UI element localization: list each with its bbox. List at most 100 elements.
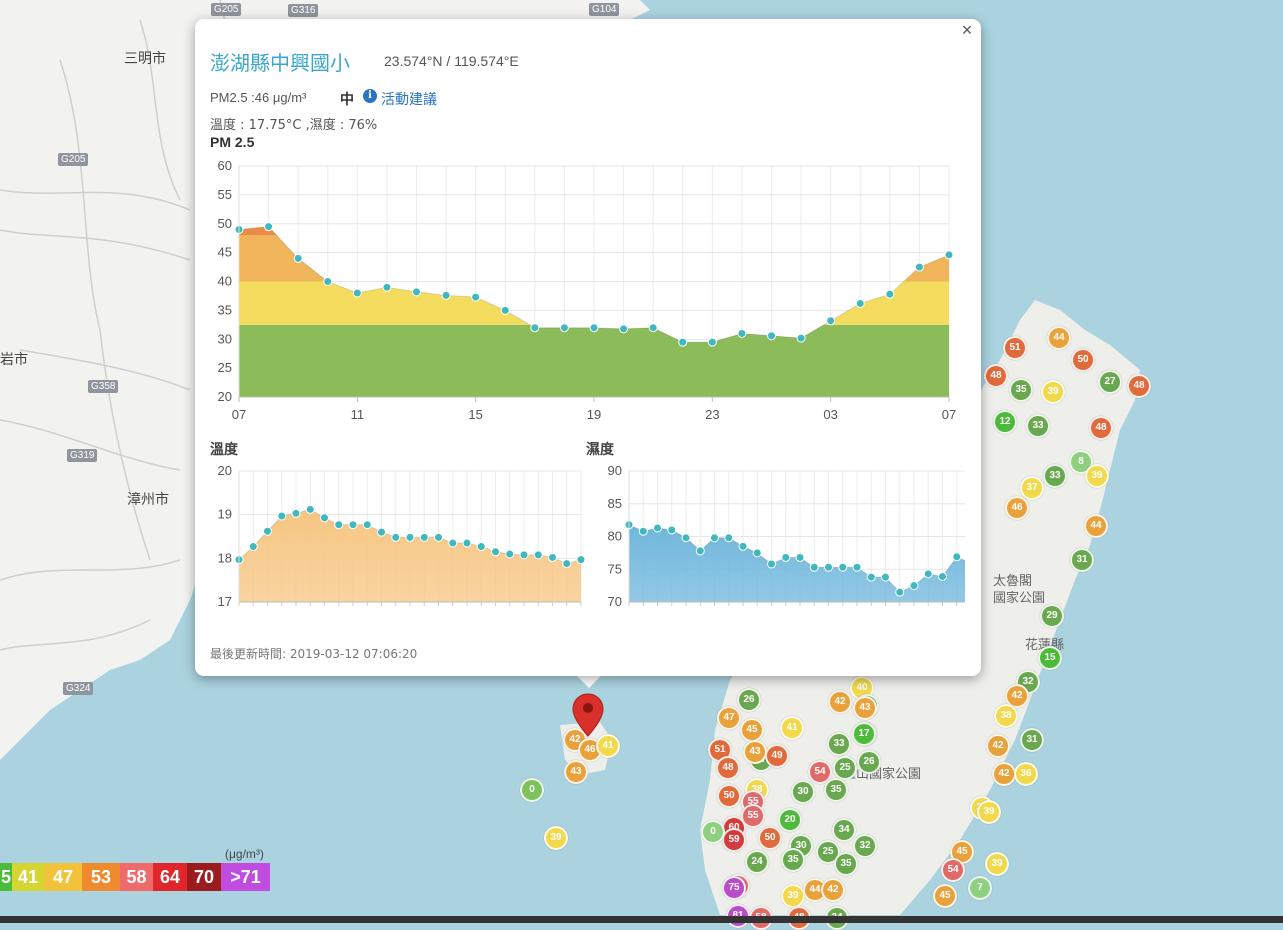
- station-marker[interactable]: 59: [722, 828, 746, 852]
- station-marker[interactable]: 45: [740, 718, 764, 742]
- y-tick-label: 55: [218, 187, 232, 202]
- data-point: [796, 333, 806, 343]
- data-point: [826, 316, 836, 326]
- station-marker[interactable]: 44: [1047, 326, 1071, 350]
- data-point: [391, 532, 401, 542]
- station-marker[interactable]: 17: [852, 722, 876, 746]
- station-marker[interactable]: 42: [828, 690, 852, 714]
- station-marker[interactable]: 51: [1003, 336, 1027, 360]
- station-marker[interactable]: 39: [781, 884, 805, 908]
- station-marker[interactable]: 30: [791, 780, 815, 804]
- station-marker[interactable]: 15: [1038, 646, 1062, 670]
- data-point: [824, 562, 833, 572]
- location-pin-icon[interactable]: [571, 692, 605, 738]
- station-marker[interactable]: 46: [1005, 496, 1029, 520]
- station-marker[interactable]: 27: [1098, 370, 1122, 394]
- y-tick-label: 25: [218, 360, 232, 375]
- info-icon[interactable]: i: [363, 89, 377, 103]
- station-marker[interactable]: 42: [1005, 684, 1029, 708]
- station-marker[interactable]: 31: [1070, 548, 1094, 572]
- data-point: [291, 508, 301, 518]
- station-marker[interactable]: 42: [821, 878, 845, 902]
- station-marker[interactable]: 12: [993, 410, 1017, 434]
- legend-unit: (μg/m³): [225, 847, 264, 861]
- station-marker[interactable]: 31: [1020, 728, 1044, 752]
- data-point: [263, 526, 272, 536]
- city-label-zhangzhou: 漳州市: [127, 492, 169, 508]
- data-point: [377, 527, 386, 537]
- data-point: [405, 532, 415, 542]
- station-marker[interactable]: 35: [1009, 378, 1033, 402]
- station-marker[interactable]: 0: [701, 820, 725, 844]
- close-icon[interactable]: ×: [961, 20, 973, 40]
- station-marker[interactable]: 48: [1089, 416, 1113, 440]
- data-point: [895, 587, 905, 597]
- station-marker[interactable]: 38: [994, 704, 1018, 728]
- station-marker[interactable]: 54: [808, 760, 832, 784]
- station-marker[interactable]: 39: [977, 800, 1001, 824]
- station-marker[interactable]: 50: [1071, 348, 1095, 372]
- station-marker[interactable]: 45: [933, 884, 957, 908]
- x-tick-label: 19: [587, 407, 601, 422]
- data-point: [264, 222, 274, 232]
- data-point: [767, 559, 776, 569]
- station-marker[interactable]: 32: [853, 834, 877, 858]
- station-marker[interactable]: 50: [758, 826, 782, 850]
- station-marker[interactable]: 39: [985, 852, 1009, 876]
- data-point: [500, 305, 510, 315]
- station-marker[interactable]: 26: [737, 688, 761, 712]
- station-marker[interactable]: 33: [1043, 464, 1067, 488]
- station-marker[interactable]: 41: [780, 716, 804, 740]
- road-label-g316: G316: [288, 4, 319, 17]
- station-marker[interactable]: 39: [544, 826, 568, 850]
- station-marker[interactable]: 43: [743, 740, 767, 764]
- station-marker[interactable]: 35: [834, 852, 858, 876]
- station-marker[interactable]: 49: [765, 744, 789, 768]
- data-point: [589, 323, 599, 333]
- data-point: [576, 555, 585, 565]
- data-point: [653, 523, 662, 533]
- station-marker[interactable]: 50: [717, 784, 741, 808]
- station-marker[interactable]: 26: [857, 750, 881, 774]
- station-marker[interactable]: 7: [968, 876, 992, 900]
- station-marker[interactable]: 24: [745, 850, 769, 874]
- legend-swatch: 41: [12, 863, 44, 891]
- station-marker[interactable]: 42: [992, 762, 1016, 786]
- data-point: [248, 542, 258, 552]
- station-marker[interactable]: 43: [853, 696, 877, 720]
- y-tick-label: 20: [218, 389, 232, 404]
- station-marker[interactable]: 39: [1041, 380, 1065, 404]
- station-marker[interactable]: 29: [1040, 604, 1064, 628]
- station-marker[interactable]: 48: [984, 364, 1008, 388]
- data-point: [795, 552, 805, 562]
- station-marker[interactable]: 36: [1014, 762, 1038, 786]
- station-marker[interactable]: 44: [1084, 514, 1108, 538]
- data-point: [548, 552, 557, 562]
- data-point: [881, 572, 890, 582]
- x-tick-label: 07: [232, 407, 246, 422]
- data-point: [923, 569, 933, 579]
- station-marker[interactable]: 47: [717, 706, 741, 730]
- station-marker[interactable]: 43: [564, 760, 588, 784]
- station-marker[interactable]: 33: [1026, 414, 1050, 438]
- station-marker[interactable]: 0: [520, 778, 544, 802]
- station-marker[interactable]: 75: [722, 876, 746, 900]
- station-marker[interactable]: 37: [1020, 476, 1044, 500]
- station-marker[interactable]: 54: [941, 858, 965, 882]
- station-marker[interactable]: 34: [832, 818, 856, 842]
- station-marker[interactable]: 35: [781, 848, 805, 872]
- station-marker[interactable]: 20: [778, 808, 802, 832]
- station-marker[interactable]: 39: [1085, 464, 1109, 488]
- data-point: [323, 277, 333, 286]
- station-marker[interactable]: 42: [986, 734, 1010, 758]
- station-marker[interactable]: 33: [827, 732, 851, 756]
- data-point: [707, 337, 717, 347]
- station-marker[interactable]: 41: [596, 734, 620, 758]
- activity-advice-link[interactable]: 活動建議: [381, 92, 437, 108]
- station-marker[interactable]: 25: [833, 756, 857, 780]
- data-point: [491, 547, 500, 557]
- temperature-chart: 17 18 19 20: [218, 463, 585, 609]
- station-marker[interactable]: 48: [1127, 374, 1151, 398]
- station-marker[interactable]: 48: [716, 756, 740, 780]
- station-marker[interactable]: 35: [824, 778, 848, 802]
